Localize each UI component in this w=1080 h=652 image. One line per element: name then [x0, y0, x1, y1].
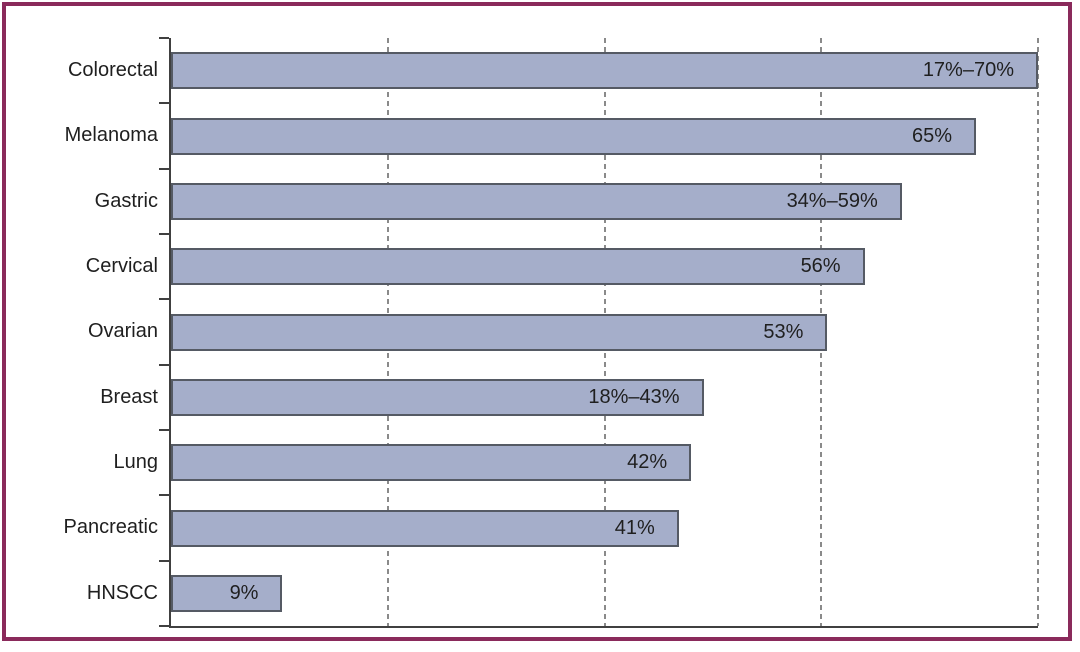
y-axis-tick — [159, 625, 169, 627]
category-label-colorectal: Colorectal — [67, 59, 158, 82]
bar-value-label-breast: 18%–43% — [588, 385, 680, 408]
y-axis-tick — [159, 37, 169, 39]
bar-ovarian: 53% — [171, 313, 828, 351]
bar-value-label-gastric: 34%–59% — [786, 189, 878, 212]
y-axis-tick — [159, 559, 169, 562]
bar-value-label-hnscc: 9% — [229, 581, 259, 604]
gridline — [1037, 38, 1039, 626]
bar-breast: 18%–43% — [171, 378, 704, 416]
y-axis-tick — [159, 363, 169, 366]
category-label-ovarian: Ovarian — [87, 320, 158, 343]
category-label-breast: Breast — [100, 385, 158, 408]
bar-gastric: 34%–59% — [171, 182, 902, 220]
bar-pancreatic: 41% — [171, 509, 679, 547]
category-label-pancreatic: Pancreatic — [63, 516, 159, 539]
x-axis-line — [169, 626, 1038, 628]
y-axis-tick — [159, 167, 169, 170]
bar-value-label-lung: 42% — [627, 451, 668, 474]
bar-lung: 42% — [171, 444, 692, 482]
y-axis-tick — [159, 102, 169, 105]
bar-value-label-melanoma: 65% — [912, 124, 953, 147]
category-label-lung: Lung — [113, 451, 159, 474]
y-axis-tick — [159, 233, 169, 235]
y-axis-tick — [159, 429, 169, 431]
y-axis-line — [169, 38, 171, 628]
bar-value-label-colorectal: 17%–70% — [922, 59, 1014, 82]
category-label-melanoma: Melanoma — [64, 124, 158, 147]
category-label-gastric: Gastric — [94, 189, 158, 212]
y-axis-tick — [159, 494, 169, 497]
category-label-cervical: Cervical — [85, 255, 158, 278]
bar-value-label-cervical: 56% — [800, 255, 841, 278]
bar-cervical: 56% — [171, 248, 865, 286]
category-label-hnscc: HNSCC — [86, 581, 158, 604]
y-axis-tick — [159, 298, 169, 301]
bar-value-label-ovarian: 53% — [763, 320, 804, 343]
bar-melanoma: 65% — [171, 117, 977, 155]
bar-hnscc: 9% — [171, 574, 283, 612]
bar-colorectal: 17%–70% — [171, 52, 1038, 90]
bar-value-label-pancreatic: 41% — [614, 516, 655, 539]
